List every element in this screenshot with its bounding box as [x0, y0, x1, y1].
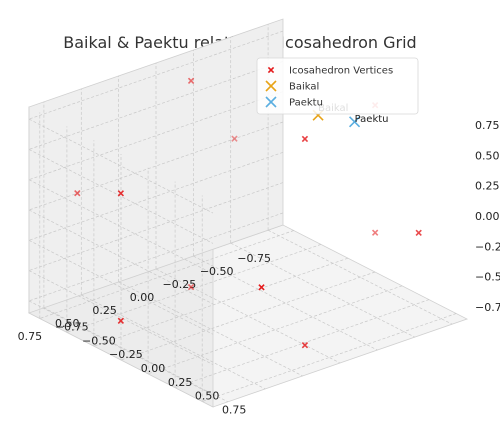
vertex-marker: [74, 190, 81, 197]
vertex-marker: [187, 77, 195, 84]
legend-entry-label: Icosahedron Vertices: [289, 66, 393, 77]
y-tick-label: 0.00: [141, 362, 166, 375]
grid-line-left-z: [28, 270, 214, 365]
z-tick-label: 0.75: [475, 119, 500, 132]
x-tick-label: −0.50: [200, 265, 234, 278]
grid-line-floor-x: [193, 255, 378, 351]
tick-labels: −0.75−0.75−0.75−0.50−0.50−0.50−0.25−0.25…: [18, 119, 500, 416]
z-tick-label: −0.50: [475, 271, 500, 284]
grid-line-left-z: [28, 239, 214, 335]
vertex-marker: [231, 135, 238, 142]
y-tick-label: −0.50: [82, 334, 116, 347]
z-tick-label: 0.00: [475, 210, 500, 223]
grid-line-floor-x: [43, 307, 229, 403]
x-tick-label: 0.50: [55, 317, 80, 330]
vertex-marker: [301, 342, 309, 349]
x-tick-label: −0.75: [237, 252, 271, 265]
grid-line-floor-x: [81, 294, 266, 390]
legend-marker-2: [265, 96, 277, 108]
grid-line-left-z: [28, 118, 214, 214]
z-tick-label: −0.75: [475, 301, 500, 314]
y-tick-label: 0.25: [168, 376, 193, 389]
y-tick-label: 0.75: [222, 404, 247, 417]
paektu-label: Paektu: [355, 114, 389, 125]
vertex-marker: [301, 135, 309, 143]
grid-line-floor-x: [230, 242, 415, 338]
y-tick-label: 0.50: [195, 390, 220, 403]
legend-entry-label: Paektu: [289, 98, 323, 109]
grid-line-floor-x: [118, 281, 303, 377]
vertex-marker: [371, 229, 379, 236]
grid-line-left-z: [28, 300, 214, 396]
legend-entry-label: Baikal: [289, 82, 319, 93]
vertex-marker: [258, 284, 265, 291]
legend-marker-1: [265, 80, 277, 92]
z-tick-label: 0.25: [475, 180, 500, 193]
grid-line-floor-x: [155, 268, 341, 364]
z-tick-label: −0.25: [475, 240, 500, 253]
y-tick-label: −0.75: [55, 321, 89, 334]
grid-lines: [28, 24, 457, 403]
grid-line-floor-x: [267, 229, 453, 325]
vertex-marker: [117, 190, 125, 197]
paektu-marker: [348, 116, 361, 128]
legend: Icosahedron Vertices Baikal Paektu: [256, 57, 419, 115]
vertex-marker: [187, 283, 195, 291]
z-tick-label: 0.50: [475, 149, 500, 162]
grid-line-left-z: [28, 209, 214, 305]
vertex-marker: [117, 317, 125, 324]
legend-box: [256, 57, 419, 115]
x-tick-label: 0.25: [92, 304, 117, 317]
x-tick-label: −0.25: [163, 278, 197, 291]
x-tick-label: 0.75: [18, 330, 43, 343]
x-tick-label: 0.00: [130, 291, 155, 304]
grid-line-left-z: [28, 179, 214, 275]
grid-line-left-z: [28, 149, 214, 244]
legend-marker-0: [267, 66, 275, 74]
y-tick-label: −0.25: [109, 348, 143, 361]
vertex-marker: [415, 229, 422, 236]
